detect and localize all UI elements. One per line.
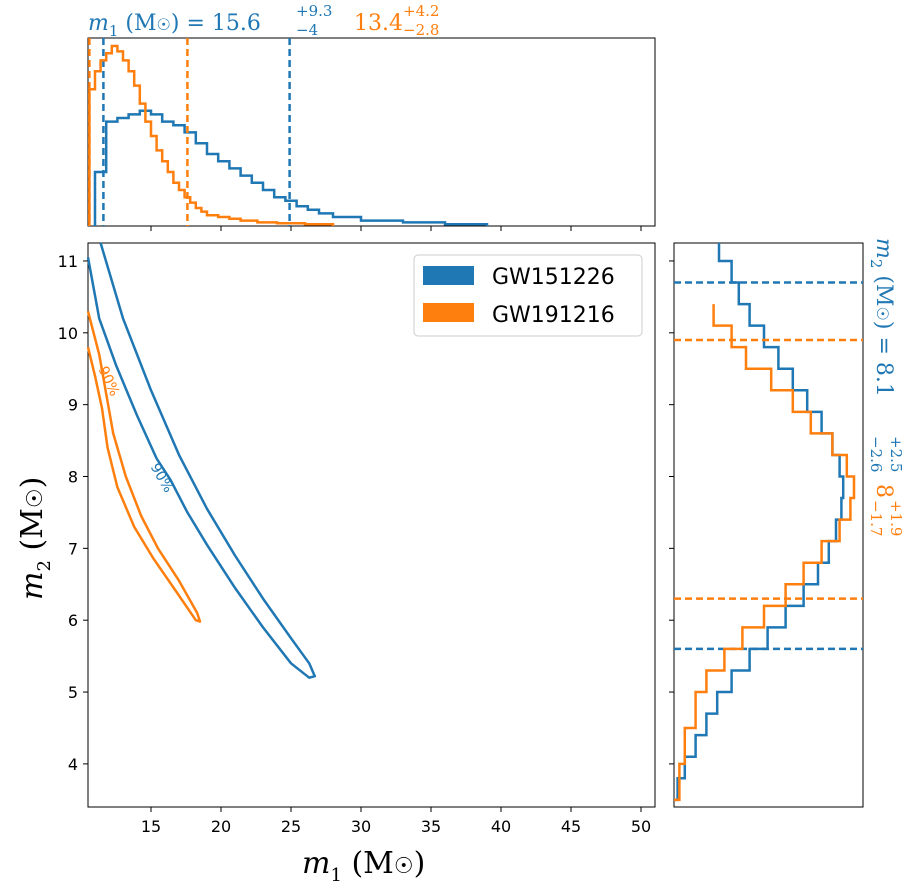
right-axes-frame xyxy=(673,242,864,808)
m1-histogram-gw151226 xyxy=(93,109,489,226)
svg-text:8: 8 xyxy=(871,484,896,498)
main-axes-frame xyxy=(87,242,656,808)
svg-text:m2 (M☉) = 8.1: m2 (M☉) = 8.1 xyxy=(867,238,896,397)
y-tick-label-10: 10 xyxy=(58,324,78,343)
x-tick-label-30: 30 xyxy=(351,817,371,836)
svg-text:13.4: 13.4 xyxy=(354,11,403,36)
svg-text:+9.3: +9.3 xyxy=(296,2,332,20)
x-tick-label-45: 45 xyxy=(561,817,581,836)
svg-text:−2.8: −2.8 xyxy=(403,21,439,39)
contour-90-gw151226-inner xyxy=(86,257,158,460)
contours-90: 90%90% xyxy=(86,242,317,679)
svg-text:−2.6: −2.6 xyxy=(867,436,885,472)
svg-text:−1.7: −1.7 xyxy=(867,500,885,536)
m2-histogram-gw191216 xyxy=(674,304,856,802)
x-tick-label-50: 50 xyxy=(631,817,651,836)
y-tick-label-4: 4 xyxy=(68,755,78,774)
y-tick-label-8: 8 xyxy=(68,468,78,487)
legend-label-gw191216: GW191216 xyxy=(492,303,615,328)
m2-summary-annotation: m2 (M☉) = 8.1 +2.5 −2.6 8 +1.9 −1.7 xyxy=(867,238,905,536)
m1-summary-annotation: m1 (M☉) = 15.6 +9.3 −4 13.4 +4.2 −2.8 xyxy=(88,2,439,40)
m1-histogram-gw191216 xyxy=(88,44,335,226)
svg-text:m1 (M☉) = 15.6: m1 (M☉) = 15.6 xyxy=(88,11,261,40)
legend: GW151226 GW191216 xyxy=(413,254,643,337)
y-tick-label-11: 11 xyxy=(58,252,78,271)
contour-90-gw191216 xyxy=(86,310,202,623)
legend-swatch-gw151226 xyxy=(423,266,474,285)
m2-histogram-gw151226 xyxy=(674,243,845,802)
y-tick-label-9: 9 xyxy=(68,396,78,415)
y-tick-label-6: 6 xyxy=(68,611,78,630)
svg-text:−4: −4 xyxy=(296,21,318,39)
x-tick-label-20: 20 xyxy=(211,817,231,836)
x-tick-label-40: 40 xyxy=(491,817,511,836)
y-tick-label-5: 5 xyxy=(68,683,78,702)
x-axis-label: m1 (M☉) xyxy=(302,846,425,886)
svg-text:+4.2: +4.2 xyxy=(403,2,439,20)
legend-swatch-gw191216 xyxy=(423,303,474,322)
x-tick-label-15: 15 xyxy=(141,817,161,836)
svg-text:+1.9: +1.9 xyxy=(887,500,905,536)
y-axis-label: m2 (M☉) xyxy=(15,477,55,600)
contour-label-gw151226: 90% xyxy=(147,461,176,496)
top-axes-frame xyxy=(87,37,656,227)
legend-label-gw151226: GW151226 xyxy=(492,265,615,290)
x-tick-label-35: 35 xyxy=(421,817,441,836)
contour-90-gw151226 xyxy=(99,242,317,679)
y-tick-label-7: 7 xyxy=(68,539,78,558)
m2-marginal-histograms xyxy=(674,243,863,802)
svg-text:m2 (M☉): m2 (M☉) xyxy=(15,477,55,600)
svg-text:m1 (M☉): m1 (M☉) xyxy=(302,846,425,886)
svg-text:+2.5: +2.5 xyxy=(887,436,905,472)
x-tick-label-25: 25 xyxy=(281,817,301,836)
m1-marginal-histograms xyxy=(88,38,489,226)
